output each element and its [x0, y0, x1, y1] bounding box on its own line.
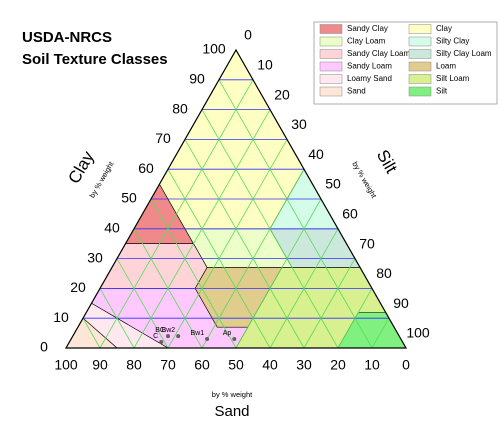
silt-grid-line [235, 198, 322, 349]
silt-tick-label: 50 [325, 176, 341, 192]
sample-label: C [153, 333, 158, 340]
sample-point [159, 340, 164, 345]
sample-label: Bw1 [190, 330, 204, 337]
sand-grid-line [150, 198, 237, 349]
sand-tick-label: 30 [296, 357, 312, 373]
legend-label: Sandy Clay Loam [347, 49, 410, 58]
silt-grid-line [167, 139, 288, 349]
clay-tick-label: 90 [189, 71, 205, 87]
silt-axis-title: Silt [373, 147, 401, 177]
legend-swatch [319, 86, 343, 97]
sand-axis-title: Sand [214, 403, 249, 420]
sample-label: Bw2 [162, 327, 176, 334]
sample-label: BC [155, 327, 165, 334]
chart-title: USDA-NRCS [22, 29, 112, 46]
sample-label: Ap [223, 330, 232, 337]
sample-point [232, 337, 237, 342]
silt-tick-label: 100 [406, 325, 430, 341]
grid [65, 49, 407, 349]
legend-label: Silt Loam [436, 74, 470, 83]
silt-axis-subtitle: by % weight [350, 160, 378, 200]
sand-grid-line [116, 258, 169, 349]
sand-tick-label: 80 [126, 357, 142, 373]
clay-tick-label: 10 [53, 309, 69, 325]
sand-tick-label: 50 [228, 357, 244, 373]
sand-tick-label: 10 [364, 357, 380, 373]
silt-grid-line [269, 228, 339, 349]
clay-tick-label: 0 [40, 339, 48, 355]
sample-point [166, 334, 170, 339]
legend-swatch [408, 36, 432, 47]
sand-tick-label: 100 [54, 357, 78, 373]
silt-tick-label: 0 [244, 27, 252, 43]
silt-tick-label: 60 [342, 206, 358, 222]
silt-grid-line [133, 109, 271, 349]
clay-tick-label: 60 [138, 160, 154, 176]
legend-swatch [319, 49, 343, 59]
silt-tick-label: 30 [291, 116, 307, 132]
clay-tick-label: 70 [155, 130, 171, 146]
clay-tick-label: 20 [70, 279, 86, 295]
sand-tick-label: 60 [194, 357, 210, 373]
legend-label: Sand [347, 87, 366, 96]
clay-tick-label: 30 [87, 249, 103, 265]
silt-tick-label: 90 [393, 295, 409, 311]
silt-grid-line [371, 318, 390, 349]
legend-label: Silty Clay [436, 37, 469, 46]
legend-label: Clay Loam [347, 37, 386, 46]
legend-swatch [319, 61, 343, 72]
sand-grid-line [218, 79, 373, 349]
silt-tick-label: 20 [274, 86, 290, 102]
sand-tick-label: 90 [92, 357, 108, 373]
legend-swatch [408, 24, 432, 34]
legend-swatch [408, 86, 432, 97]
sand-tick-label: 20 [330, 357, 346, 373]
sample-point [205, 337, 210, 342]
clay-tick-label: 100 [202, 41, 226, 57]
texture-region [194, 267, 283, 328]
silt-tick-label: 70 [359, 235, 375, 251]
legend-swatch [319, 74, 343, 84]
legend-swatch [319, 24, 343, 34]
legend-label: Silty Clay Loam [436, 49, 492, 58]
silt-grid-line [337, 288, 373, 349]
legend-label: Sandy Loam [347, 62, 392, 71]
legend-swatch [408, 74, 432, 84]
silt-grid-line [99, 79, 254, 349]
legend-label: Silt [436, 87, 448, 96]
silt-grid-line [303, 258, 356, 349]
clay-tick-label: 50 [121, 190, 137, 206]
silt-tick-label: 40 [308, 146, 324, 162]
clay-tick-label: 40 [104, 220, 120, 236]
silt-tick-label: 80 [376, 265, 392, 281]
sand-grid-line [82, 318, 101, 349]
sand-grid-line [184, 139, 305, 349]
sample-point [176, 334, 181, 339]
legend-swatch [408, 61, 432, 72]
triangle-frame [64, 48, 408, 349]
sand-tick-label: 40 [262, 357, 278, 373]
sand-tick-label: 70 [160, 357, 176, 373]
legend-swatch [319, 36, 343, 47]
clay-tick-label: 80 [172, 100, 188, 116]
chart-subtitle: Soil Texture Classes [22, 51, 168, 68]
sand-tick-label: 0 [402, 357, 410, 373]
texture-region [99, 243, 208, 289]
silt-tick-label: 10 [257, 57, 273, 73]
legend-label: Clay [436, 24, 452, 33]
legend-box [313, 21, 498, 105]
legend-label: Loamy Sand [347, 74, 392, 83]
clay-axis-title: Clay [64, 148, 98, 187]
silt-grid-line [201, 169, 305, 349]
legend-label: Loam [436, 62, 456, 71]
legend-label: Sandy Clay [347, 24, 388, 33]
sand-axis-subtitle: by % weight [212, 390, 253, 399]
legend-swatch [408, 49, 432, 59]
